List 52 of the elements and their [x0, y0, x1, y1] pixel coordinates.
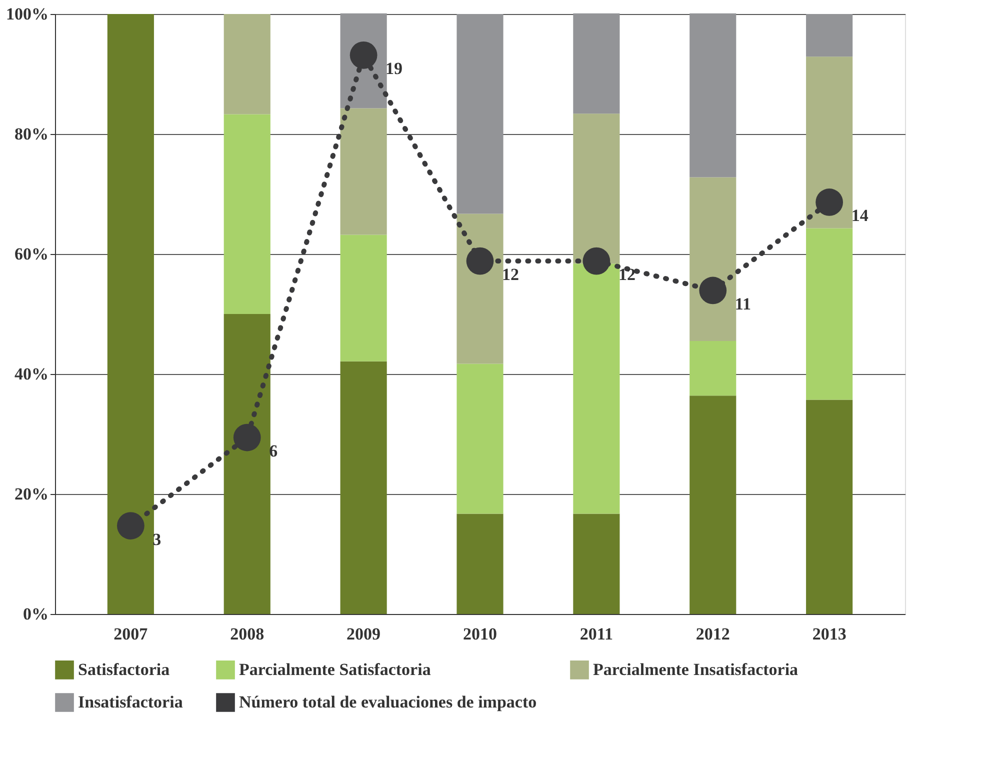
legend-label: Parcialmente Satisfactoria: [239, 660, 432, 679]
bar: [690, 13, 736, 178]
data-label: 19: [386, 59, 403, 78]
bar: [456, 514, 504, 614]
bar: [224, 14, 270, 114]
point: [233, 424, 261, 452]
bar: [340, 234, 387, 362]
bar: [573, 13, 620, 114]
bar: [456, 14, 504, 214]
bar: [456, 214, 504, 364]
x-tick-label: 2011: [580, 624, 613, 644]
y-tick-label: 20%: [14, 484, 48, 504]
legend-label: Parcialmente Insatisfactoria: [593, 660, 799, 679]
bar: [806, 56, 853, 228]
data-label: 11: [734, 294, 751, 314]
bar: [690, 396, 736, 614]
x-tick-label: 2008: [230, 624, 264, 644]
x-tick-label: 2010: [463, 624, 497, 644]
y-tick-label: 40%: [14, 364, 48, 384]
bar: [340, 108, 387, 235]
bar: [806, 400, 853, 614]
bar: [573, 514, 620, 614]
point: [699, 276, 727, 304]
data-label: 12: [618, 265, 636, 284]
bar: [340, 361, 387, 614]
x-tick-label: 2012: [696, 624, 730, 644]
y-tick-label: 60%: [14, 244, 48, 264]
y-tick-label: 80%: [14, 124, 48, 144]
x-tick-label: 2007: [114, 624, 148, 644]
bar: [690, 177, 736, 341]
bar: [224, 314, 270, 614]
point: [116, 512, 144, 540]
bar: [806, 14, 853, 57]
data-label: 14: [851, 206, 869, 226]
x-tick-label: 2009: [346, 624, 381, 644]
legend-label: Insatisfactoria: [78, 692, 184, 712]
bar: [456, 364, 504, 514]
bar: [107, 14, 154, 614]
point: [816, 188, 844, 216]
bar: [224, 114, 270, 314]
y-tick-label: 100%: [6, 4, 48, 24]
legend-label: Satisfactoria: [78, 660, 170, 679]
y-tick-label: 0%: [23, 604, 48, 624]
legend-label: Número total de evaluaciones de impacto: [239, 692, 537, 712]
bar: [573, 114, 620, 264]
bar: [690, 341, 736, 396]
point: [582, 247, 610, 275]
bar: [806, 228, 853, 400]
bar: [573, 264, 620, 514]
data-label: 12: [502, 265, 519, 284]
point: [466, 247, 494, 275]
x-tick-label: 2013: [812, 624, 846, 644]
